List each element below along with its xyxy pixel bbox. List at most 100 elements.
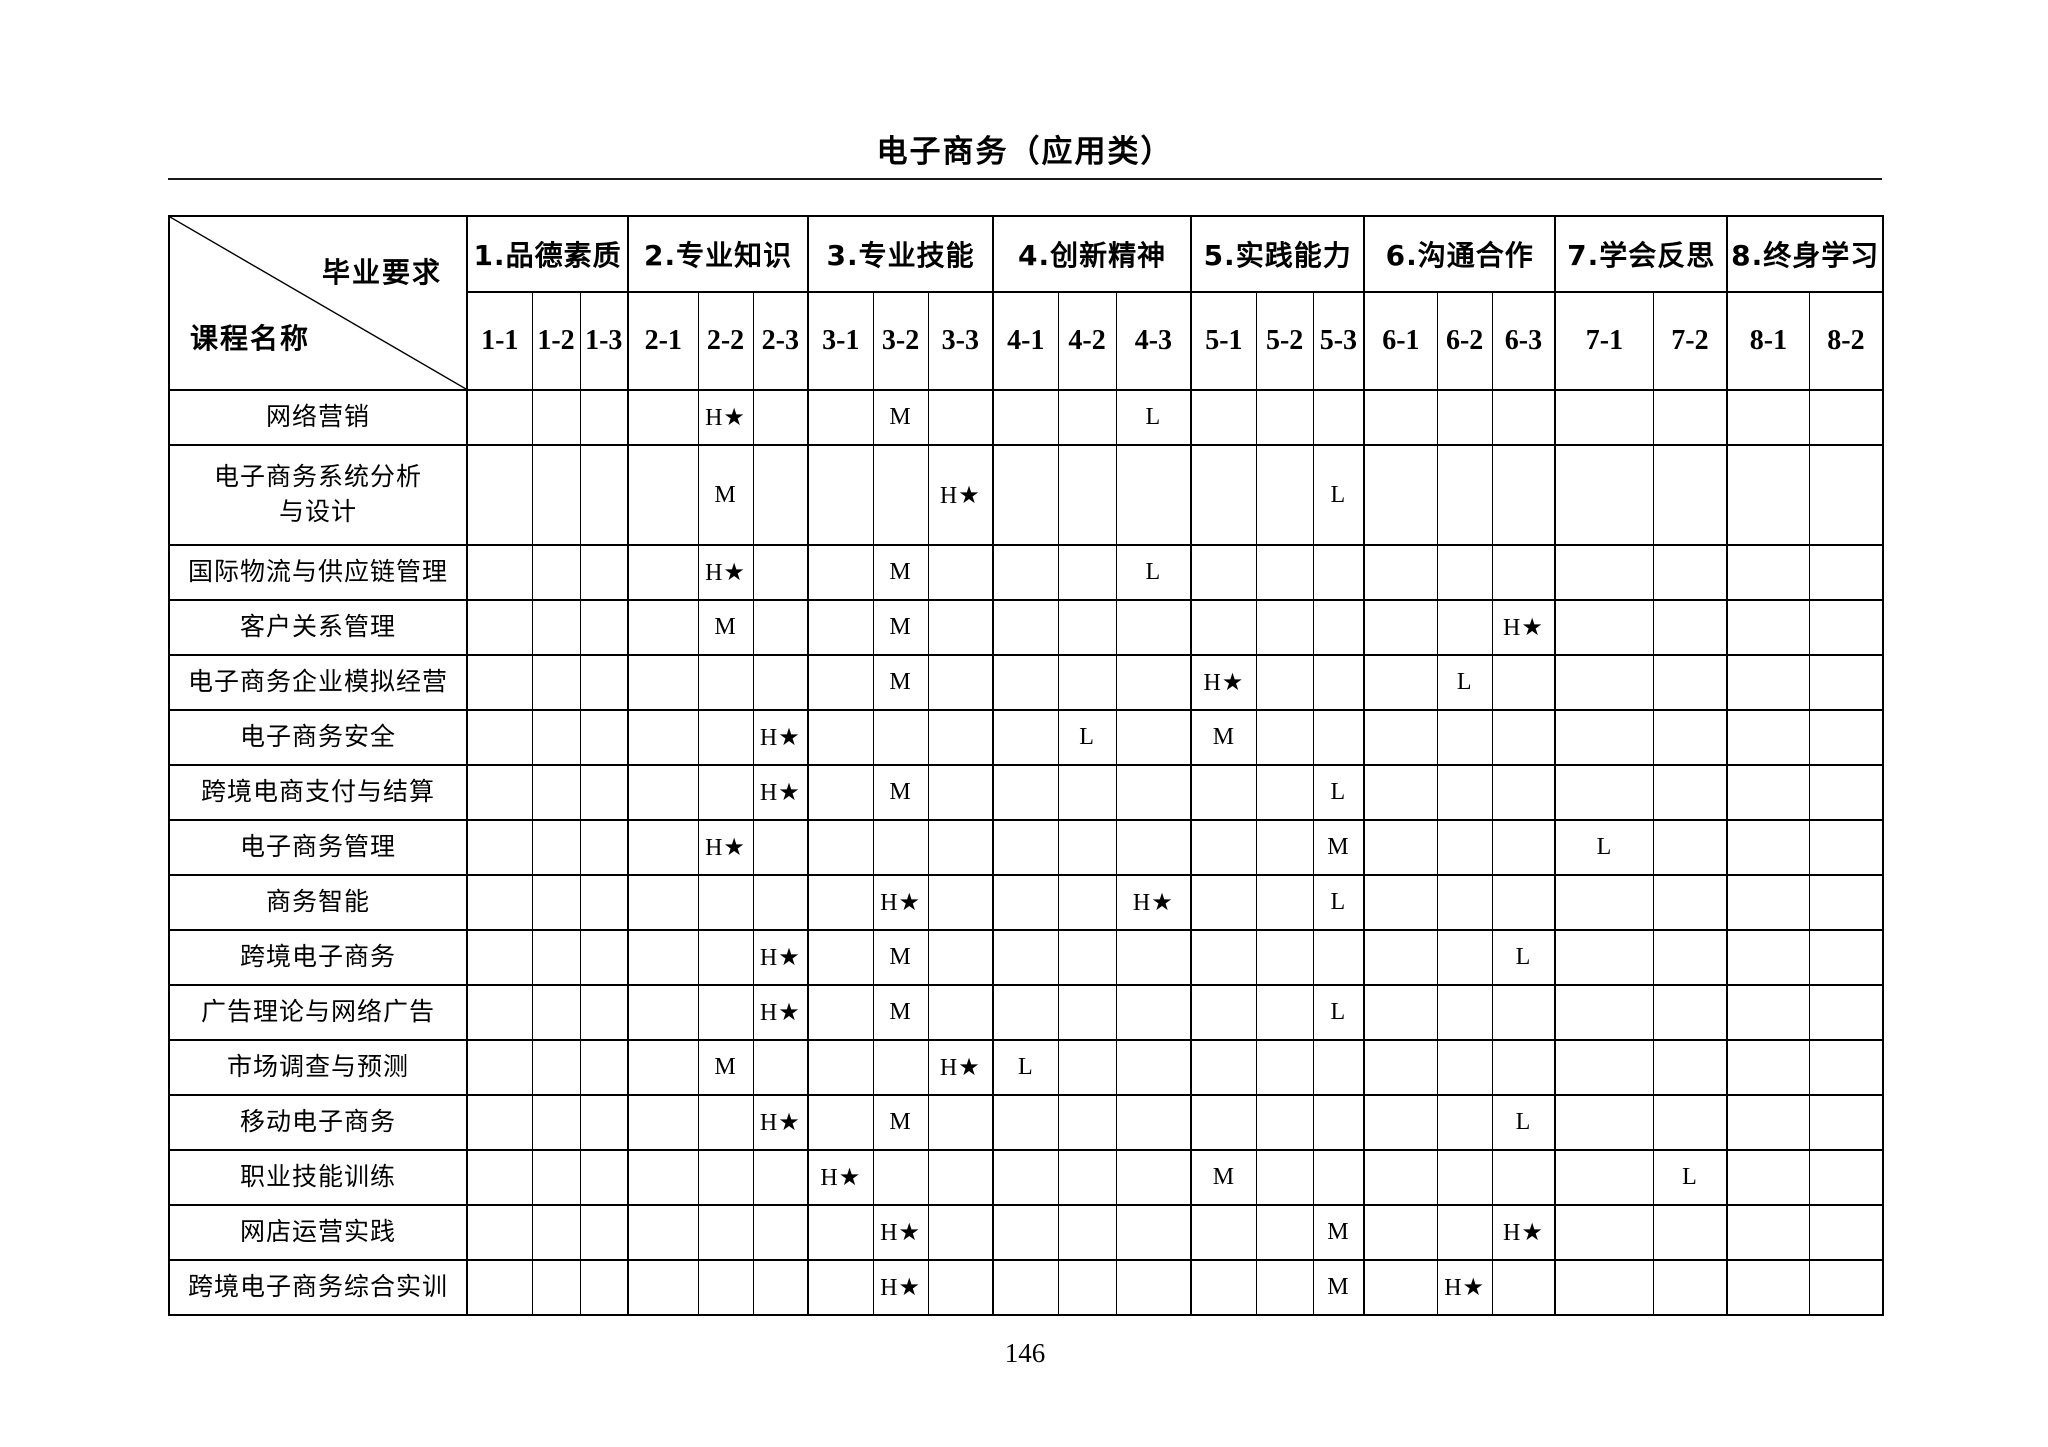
matrix-cell-6-1 — [1363, 819, 1438, 876]
matrix-cell-1-2 — [531, 1149, 581, 1206]
matrix-cell-2-2 — [697, 1094, 754, 1151]
matrix-cell-1-2 — [531, 444, 581, 546]
matrix-cell-5-1 — [1190, 874, 1257, 931]
matrix-cell-1-3 — [579, 1259, 629, 1316]
table-row: 商务智能 H★ H★ L — [168, 874, 1884, 931]
matrix-cell-2-2 — [697, 984, 754, 1041]
matrix-cell-1-1 — [466, 1094, 533, 1151]
matrix-cell-1-1 — [466, 654, 533, 711]
matrix-cell-2-3: H★ — [752, 984, 809, 1041]
matrix-cell-8-1 — [1726, 1259, 1810, 1316]
course-name-cell: 职业技能训练 — [168, 1149, 468, 1206]
matrix-cell-1-2 — [531, 984, 581, 1041]
matrix-cell-4-3 — [1115, 599, 1192, 656]
matrix-cell-8-2 — [1808, 654, 1884, 711]
matrix-cell-2-3 — [752, 1039, 809, 1096]
matrix-cell-3-3 — [927, 1094, 994, 1151]
table-row: 电子商务管理 H★ M L — [168, 819, 1884, 876]
sub-header-8-1: 8-1 — [1726, 291, 1810, 391]
course-name-cell: 电子商务管理 — [168, 819, 468, 876]
matrix-cell-2-3: H★ — [752, 709, 809, 766]
matrix-cell-5-2 — [1255, 819, 1314, 876]
matrix-cell-8-2 — [1808, 1259, 1884, 1316]
sub-header-5-3: 5-3 — [1312, 291, 1365, 391]
sub-header-3-1: 3-1 — [807, 291, 874, 391]
sub-header-7-1: 7-1 — [1554, 291, 1654, 391]
matrix-cell-4-2 — [1057, 984, 1117, 1041]
matrix-cell-2-1 — [627, 874, 699, 931]
matrix-cell-3-2: H★ — [872, 1259, 929, 1316]
matrix-cell-2-3 — [752, 444, 809, 546]
matrix-cell-6-2 — [1436, 1094, 1493, 1151]
table-row: 跨境电子商务 H★ M L — [168, 929, 1884, 986]
matrix-cell-8-2 — [1808, 389, 1884, 446]
matrix-cell-1-3 — [579, 984, 629, 1041]
matrix-cell-1-3 — [579, 1039, 629, 1096]
matrix-cell-5-1 — [1190, 544, 1257, 601]
matrix-cell-8-2 — [1808, 764, 1884, 821]
matrix-cell-5-2 — [1255, 1094, 1314, 1151]
matrix-cell-5-3 — [1312, 1039, 1365, 1096]
matrix-cell-3-1: H★ — [807, 1149, 874, 1206]
matrix-cell-6-1 — [1363, 1259, 1438, 1316]
course-name-cell: 网络营销 — [168, 389, 468, 446]
matrix-cell-8-2 — [1808, 819, 1884, 876]
matrix-cell-5-1 — [1190, 389, 1257, 446]
matrix-cell-1-2 — [531, 544, 581, 601]
matrix-cell-2-1 — [627, 654, 699, 711]
matrix-cell-5-3: L — [1312, 874, 1365, 931]
matrix-cell-8-1 — [1726, 1094, 1810, 1151]
matrix-cell-6-1 — [1363, 444, 1438, 546]
matrix-cell-1-2 — [531, 1259, 581, 1316]
group-header-2: 2.专业知识 — [627, 215, 809, 293]
matrix-cell-8-2 — [1808, 1039, 1884, 1096]
matrix-cell-5-2 — [1255, 444, 1314, 546]
matrix-cell-2-3 — [752, 819, 809, 876]
matrix-cell-4-2 — [1057, 1094, 1117, 1151]
matrix-cell-4-3 — [1115, 444, 1192, 546]
matrix-cell-2-3: H★ — [752, 1094, 809, 1151]
matrix-cell-7-2 — [1652, 984, 1728, 1041]
matrix-cell-7-1 — [1554, 444, 1654, 546]
matrix-cell-5-2 — [1255, 984, 1314, 1041]
course-name-cell: 国际物流与供应链管理 — [168, 544, 468, 601]
matrix-cell-4-1 — [992, 929, 1059, 986]
matrix-cell-8-1 — [1726, 1204, 1810, 1261]
matrix-cell-6-2 — [1436, 599, 1493, 656]
matrix-cell-3-1 — [807, 874, 874, 931]
matrix-cell-5-2 — [1255, 1039, 1314, 1096]
group-header-row: 毕业要求 课程名称 1.品德素质 2.专业知识 3.专业技能 4.创新精神 5.实践能力… — [168, 215, 1884, 391]
matrix-cell-8-1 — [1726, 654, 1810, 711]
matrix-cell-8-1 — [1726, 874, 1810, 931]
matrix-cell-2-2: H★ — [697, 544, 754, 601]
matrix-cell-5-1 — [1190, 444, 1257, 546]
matrix-cell-6-1 — [1363, 544, 1438, 601]
matrix-cell-2-3 — [752, 389, 809, 446]
matrix-cell-5-3: M — [1312, 1204, 1365, 1261]
matrix-cell-3-2: H★ — [872, 874, 929, 931]
course-name-cell: 网店运营实践 — [168, 1204, 468, 1261]
matrix-cell-4-1 — [992, 654, 1059, 711]
matrix-cell-2-1 — [627, 544, 699, 601]
sub-header-6-2: 6-2 — [1436, 291, 1493, 391]
matrix-cell-6-1 — [1363, 1149, 1438, 1206]
matrix-cell-3-1 — [807, 1039, 874, 1096]
matrix-cell-3-2: M — [872, 764, 929, 821]
group-header-8: 8.终身学习 — [1726, 215, 1884, 293]
matrix-cell-1-2 — [531, 764, 581, 821]
matrix-cell-4-2 — [1057, 764, 1117, 821]
sub-header-2-1: 2-1 — [627, 291, 699, 391]
matrix-cell-2-3 — [752, 874, 809, 931]
sub-header-4-1: 4-1 — [992, 291, 1059, 391]
matrix-cell-8-1 — [1726, 1039, 1810, 1096]
matrix-cell-7-1 — [1554, 654, 1654, 711]
matrix-cell-1-1 — [466, 1204, 533, 1261]
matrix-cell-4-2 — [1057, 544, 1117, 601]
matrix-cell-7-2 — [1652, 544, 1728, 601]
matrix-cell-7-2 — [1652, 819, 1728, 876]
matrix-cell-4-1 — [992, 764, 1059, 821]
matrix-cell-6-1 — [1363, 1039, 1438, 1096]
matrix-cell-1-2 — [531, 929, 581, 986]
matrix-cell-3-2: M — [872, 599, 929, 656]
matrix-cell-7-2 — [1652, 1094, 1728, 1151]
